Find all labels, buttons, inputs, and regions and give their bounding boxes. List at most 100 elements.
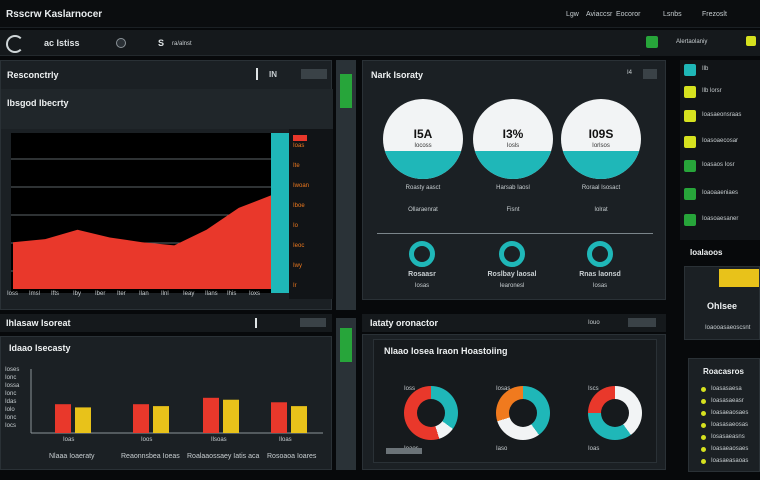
sidebar-item-label[interactable]: Ioasaeonsraas — [702, 112, 742, 118]
scrollbar[interactable] — [336, 318, 356, 470]
menu-item[interactable]: Frezoslt — [702, 11, 727, 18]
donut-panel: Nlaao Iosea Iraon Hoastoiing IossIoaosIo… — [362, 334, 666, 470]
gauge-value: I09S — [588, 127, 614, 141]
legend-label: Ioasaeaosaes — [711, 410, 749, 416]
sidebar-item-label[interactable]: Ilb — [702, 66, 709, 72]
alert-icon[interactable] — [684, 188, 696, 200]
app-title: Rsscrw Kaslarnocer — [6, 9, 103, 20]
panel-tab[interactable]: IN — [269, 70, 277, 79]
menu-item[interactable]: Lsnbs — [663, 11, 682, 18]
scroll-thumb[interactable] — [340, 328, 352, 362]
x-tick-label: Ilans — [205, 291, 218, 297]
gauge-value: I5A — [413, 127, 433, 141]
gauge-value: I3% — [502, 127, 524, 141]
connector-line — [377, 233, 653, 234]
chart-icon[interactable] — [684, 160, 696, 172]
legend-title: Roacasros — [703, 367, 744, 376]
panel-title: Nark Isoraty — [371, 70, 424, 80]
donut-chart[interactable] — [588, 386, 642, 440]
flag-icon[interactable] — [684, 86, 696, 98]
refresh-icon[interactable] — [684, 64, 696, 76]
legend-dot — [701, 459, 706, 464]
legend-dot — [701, 435, 706, 440]
side-label: Io — [293, 223, 299, 229]
x-tick-label: Iloas — [279, 437, 292, 443]
card-sub: Ioaooasaeoscsnt — [705, 325, 751, 331]
gauge-label: Harsab Iaosl — [496, 185, 530, 191]
gauge-sub: Iosls — [506, 143, 520, 149]
legend-dot — [701, 447, 706, 452]
legend-dot — [701, 423, 706, 428]
bar[interactable] — [223, 399, 239, 433]
gauge[interactable]: I3% Iosls — [473, 99, 553, 179]
x-tick-label: Imsl — [29, 291, 40, 297]
sidebar-item-label[interactable]: Ioasoaecosar — [702, 138, 739, 144]
doc-icon[interactable] — [684, 110, 696, 122]
gauge-label: Roasty aasct — [405, 185, 441, 191]
bar[interactable] — [55, 404, 71, 433]
panel-title: Resconctrly — [7, 70, 59, 80]
scroll-thumb[interactable] — [340, 74, 352, 108]
panel-menu[interactable] — [643, 69, 657, 79]
settings-icon[interactable] — [746, 36, 756, 46]
sidebar-item-label[interactable]: Ioasaos Iosr — [702, 162, 735, 168]
panel-menu[interactable] — [301, 69, 327, 79]
node-icon[interactable] — [499, 241, 525, 267]
gauge-sub: Iocoss — [414, 143, 432, 149]
check-icon[interactable] — [684, 136, 696, 148]
area-series — [13, 195, 271, 289]
donut-inner: Nlaao Iosea Iraon Hoastoiing IossIoaosIo… — [373, 339, 657, 463]
x-tick-label: Ioxs — [249, 291, 261, 297]
strip-menu[interactable] — [628, 318, 656, 327]
donut-chart[interactable] — [496, 386, 550, 440]
bar[interactable] — [133, 404, 149, 433]
divider — [255, 318, 257, 328]
section-title: Ioalaoos — [690, 248, 723, 257]
y-tick-label: Iolo — [5, 407, 15, 413]
strip-menu[interactable] — [300, 318, 326, 327]
gauge-sub-label: Iolrat — [594, 207, 608, 213]
bar[interactable] — [75, 407, 91, 433]
bar[interactable] — [203, 397, 219, 433]
sidebar-item-label[interactable]: Ioaoaaeniaes — [702, 190, 739, 196]
gauge-sub-label: Ollaraenrat — [408, 207, 438, 213]
node-icon[interactable] — [587, 241, 613, 267]
donut-bottom-label: Ioas — [588, 446, 600, 452]
node-label: Rosaasr — [408, 271, 436, 278]
sidebar-item-label[interactable]: Ioasoaesaner — [702, 216, 739, 222]
gauge-sub: Iorlsos — [592, 143, 610, 149]
side-label: Ioas — [293, 143, 305, 149]
refresh-icon[interactable] — [6, 35, 24, 53]
panel-badge: I4 — [627, 70, 633, 76]
menu-item[interactable]: Aviaccsr — [586, 11, 613, 18]
donut-top-label: Iscs — [588, 386, 599, 392]
y-tick-label: Iossa — [5, 383, 20, 389]
gauge-sub-label: Fisnt — [506, 207, 520, 213]
status-icon — [116, 38, 126, 48]
sidebar-item-label[interactable]: Ilb lorsr — [702, 88, 722, 94]
menu-item[interactable]: Lgw — [566, 11, 579, 18]
bar[interactable] — [271, 402, 287, 433]
status-s: S — [158, 38, 165, 48]
donut-chart[interactable] — [404, 386, 458, 440]
list-icon[interactable] — [684, 214, 696, 226]
top-bar: Rsscrw Kaslarnocer Lgw Aviaccsr Eocoror … — [0, 0, 760, 28]
bar[interactable] — [291, 406, 307, 433]
scrollbar[interactable] — [336, 60, 356, 310]
bar[interactable] — [153, 406, 169, 433]
gauge-label: Roraal Isosact — [581, 185, 621, 191]
donut-top-label: Ioss — [404, 386, 416, 392]
gauge[interactable]: I09S Iorlsos — [561, 99, 641, 179]
side-label: Ite — [293, 163, 300, 169]
donut-hole — [509, 399, 537, 427]
card-title: Ohlsee — [707, 301, 738, 311]
legend-label: Ioasasaeosas — [711, 422, 749, 428]
alert-icon[interactable] — [646, 36, 658, 48]
gauge[interactable]: I5A Iocoss — [383, 99, 463, 179]
side-label: Ieoc — [293, 243, 305, 249]
bar-panel: Idaao Isecasty Ioses Ionc Iossa Ionc Idas Iol… — [0, 336, 332, 470]
x-tick-label: Ilan — [139, 291, 149, 297]
node-icon[interactable] — [409, 241, 435, 267]
menu-item[interactable]: Eocoror — [616, 11, 641, 18]
strip-title: Ihlasaw Isoreat — [6, 318, 71, 328]
